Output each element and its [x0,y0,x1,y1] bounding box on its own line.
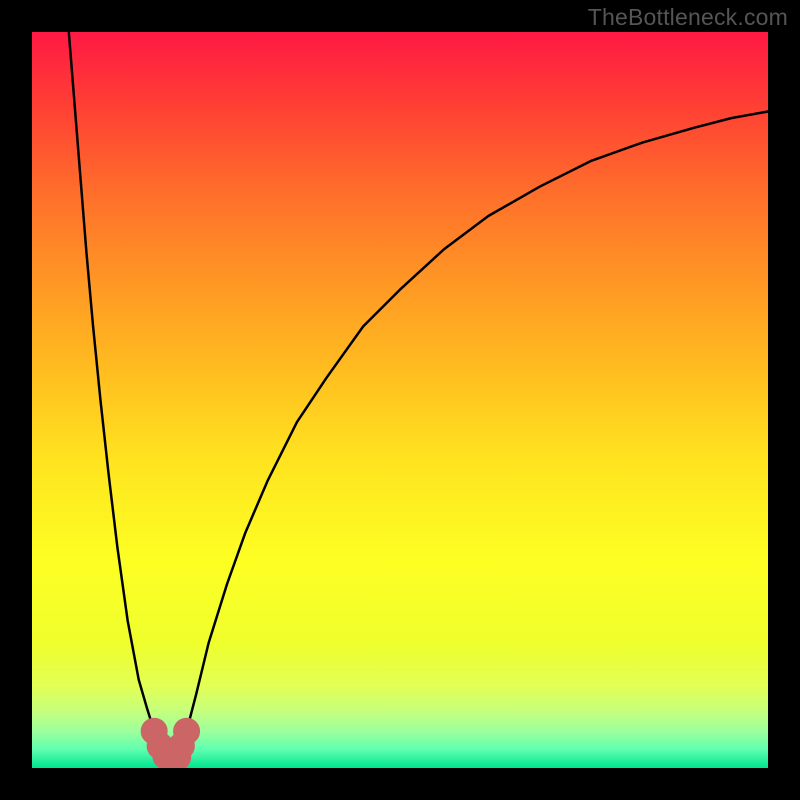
watermark-text: TheBottleneck.com [588,4,788,31]
chart-gradient-background [32,32,768,768]
chart-container: TheBottleneck.com [0,0,800,800]
bottleneck-curve-chart [32,32,768,768]
optimal-zone-marker [174,718,200,744]
